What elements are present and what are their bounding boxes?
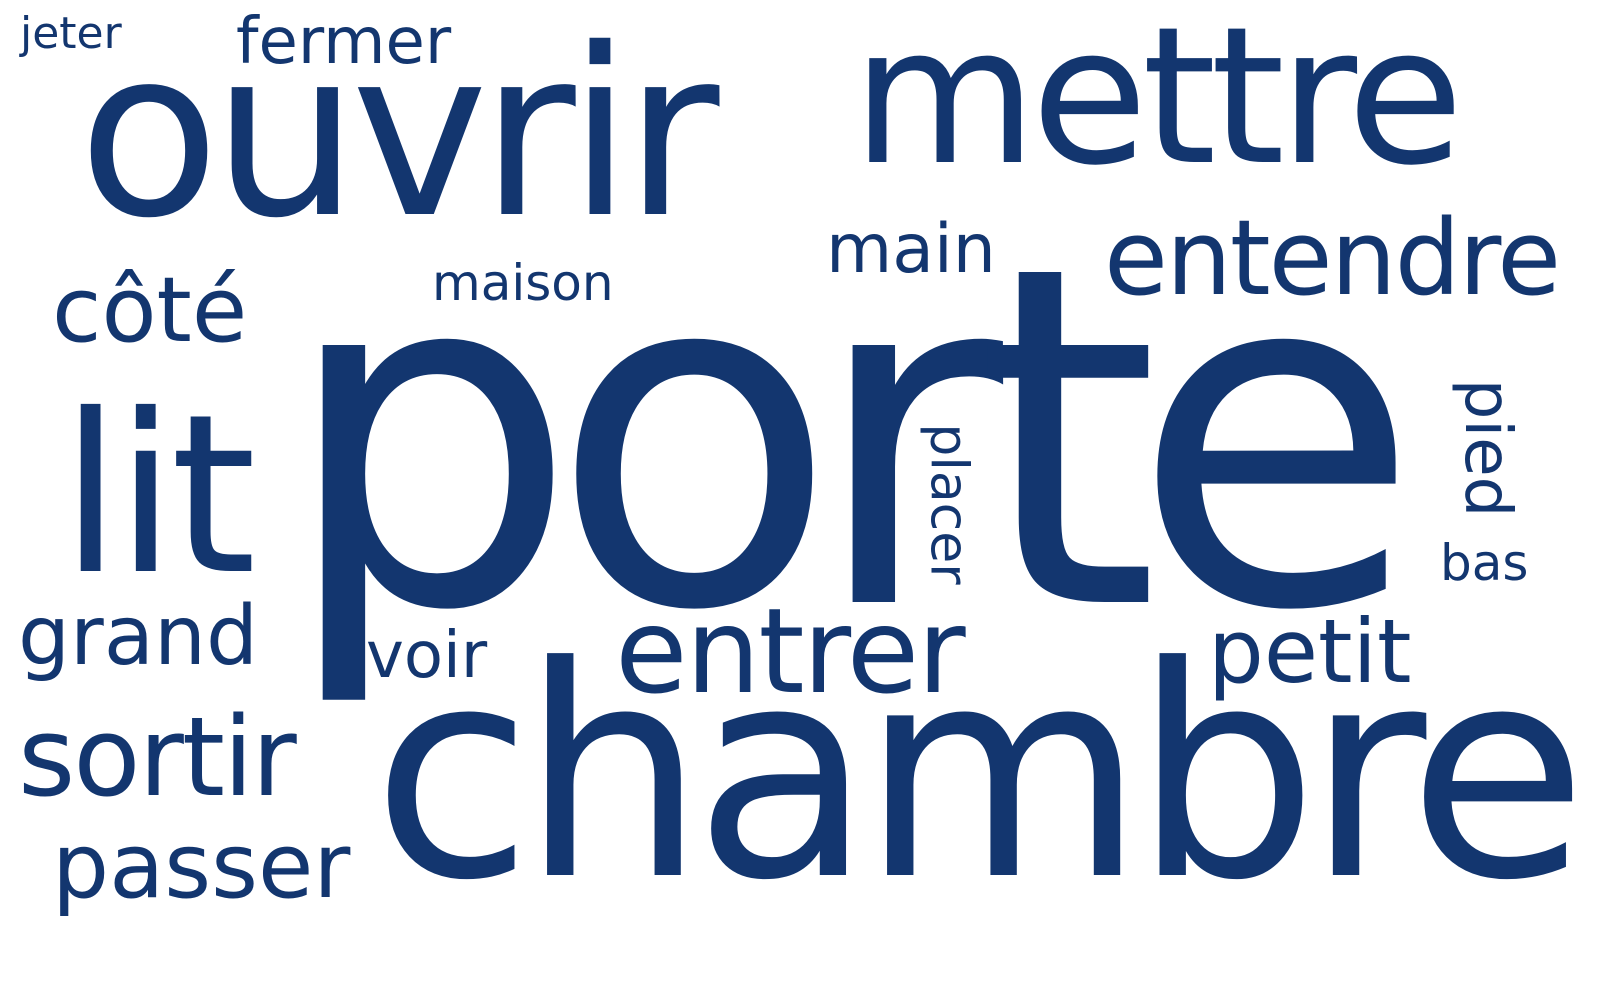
word-ouvrir: ouvrir	[78, 0, 719, 269]
word-placer: placer	[918, 423, 979, 585]
word-sortir: sortir	[18, 693, 297, 821]
word-voir: voir	[366, 619, 488, 693]
word-porte: porte	[280, 166, 1421, 713]
word-lit: lit	[60, 367, 257, 623]
word-entendre: entendre	[1104, 197, 1561, 319]
word-grand: grand	[18, 589, 259, 684]
word-passer: passer	[52, 814, 351, 919]
word-chambre: chambre	[372, 604, 1588, 944]
word-fermer: fermer	[236, 5, 452, 79]
word-bas: bas	[1440, 534, 1529, 592]
word-pied: pied	[1450, 378, 1525, 518]
word-main: main	[826, 210, 996, 289]
word-cote: côté	[52, 258, 248, 363]
word-petit: petit	[1208, 600, 1412, 703]
word-jeter: jeter	[20, 8, 122, 59]
word-mettre: mettre	[852, 0, 1464, 207]
word-entrer: entrer	[615, 582, 966, 720]
word-maison: maison	[432, 254, 614, 312]
